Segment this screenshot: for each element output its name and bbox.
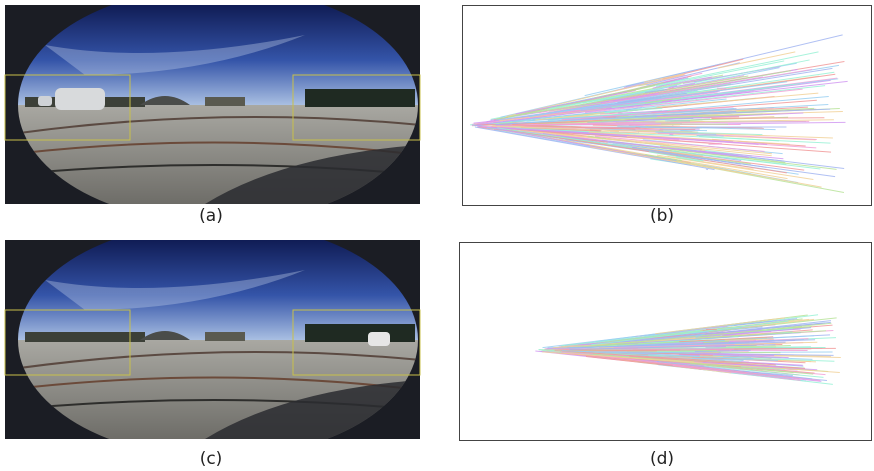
image-c: [5, 240, 420, 439]
flow-vector: [636, 127, 641, 128]
figure: (a) (b) (c) (d): [0, 0, 874, 471]
flow-vector: [659, 131, 664, 132]
flow-vector: [669, 134, 673, 135]
flow-vector: [645, 125, 680, 126]
panel-label: (b): [650, 206, 674, 226]
car: [368, 332, 390, 346]
panel-label: (c): [200, 449, 223, 469]
flow-vector: [700, 356, 723, 357]
panel-label: (d): [650, 449, 674, 469]
flow-vector: [706, 169, 708, 170]
panel-label: (a): [199, 206, 223, 226]
